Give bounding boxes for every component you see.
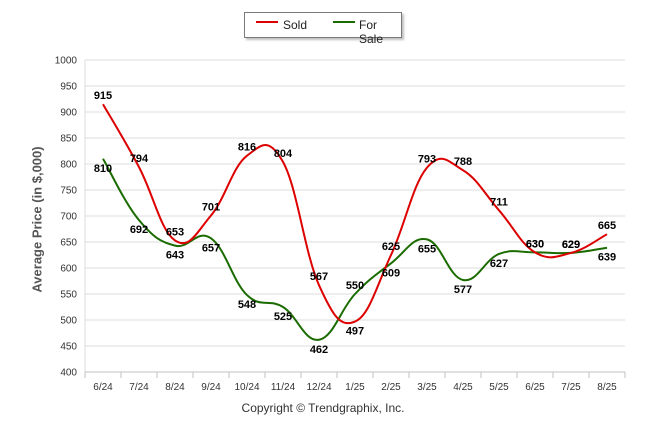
y-tick-label: 550: [60, 290, 77, 301]
x-tick-label: 7/25: [561, 382, 581, 393]
data-label-sold: 915: [94, 90, 112, 102]
data-label-sold: 804: [274, 148, 293, 160]
data-label-sold: 497: [346, 326, 364, 338]
data-label-sold: 653: [166, 226, 184, 238]
data-label-for-sale: 548: [238, 299, 256, 311]
data-label-sold: 816: [238, 142, 256, 154]
legend: Sold For Sale: [244, 12, 402, 46]
x-tick-label: 6/25: [525, 382, 545, 393]
y-tick-label: 450: [60, 342, 77, 353]
data-label-sold: 625: [382, 241, 400, 253]
x-tick-label: 7/24: [129, 382, 149, 393]
data-label-sold: 701: [202, 201, 220, 213]
x-tick-label: 10/24: [234, 382, 259, 393]
y-tick-label: 800: [60, 160, 77, 171]
x-tick-label: 9/24: [201, 382, 221, 393]
x-tick-label: 5/25: [489, 382, 509, 393]
data-label-for-sale: 609: [382, 267, 400, 279]
x-tick-label: 12/24: [306, 382, 331, 393]
data-label-sold: 567: [310, 271, 328, 283]
y-tick-label: 600: [60, 264, 77, 275]
data-label-for-sale: 643: [166, 250, 184, 262]
data-label-for-sale: 462: [310, 344, 328, 356]
x-tick-label: 3/25: [417, 382, 437, 393]
legend-swatch-for-sale: [333, 21, 355, 23]
data-label-for-sale: 525: [274, 311, 292, 323]
series-line-sold: [102, 103, 608, 325]
series-line-for-sale: [102, 158, 608, 341]
copyright-footer: Copyright © Trendgraphix, Inc.: [241, 401, 405, 415]
y-axis-label: Average Price (in $,000): [29, 146, 45, 293]
y-tick-label: 950: [60, 82, 77, 93]
y-tick-label: 650: [60, 238, 77, 249]
data-label-sold: 665: [598, 220, 616, 232]
legend-label-sold: Sold: [283, 18, 308, 32]
data-label-sold: 630: [526, 238, 544, 250]
y-tick-label: 750: [60, 186, 77, 197]
x-tick-label: 4/25: [453, 382, 473, 393]
data-label-sold: 788: [454, 156, 472, 168]
data-label-for-sale: 629: [562, 239, 580, 251]
y-tick-label: 900: [60, 108, 77, 119]
data-label-for-sale: 810: [94, 163, 112, 175]
y-tick-label: 700: [60, 212, 77, 223]
data-label-for-sale: 639: [598, 252, 616, 264]
data-label-sold: 711: [490, 196, 508, 208]
data-label-for-sale: 630: [526, 238, 544, 250]
data-label-sold: 793: [418, 154, 436, 166]
data-label-for-sale: 655: [418, 243, 436, 255]
legend-label-for-sale: For Sale: [359, 18, 384, 46]
data-label-sold: 629: [562, 239, 580, 251]
y-tick-label: 850: [60, 134, 77, 145]
x-tick-label: 11/24: [271, 382, 296, 393]
x-tick-label: 6/24: [93, 382, 113, 393]
data-label-for-sale: 550: [346, 280, 364, 292]
data-label-for-sale: 577: [454, 284, 472, 296]
data-label-for-sale: 627: [490, 258, 508, 270]
legend-swatch-sold: [256, 21, 278, 23]
data-label-for-sale: 657: [202, 242, 220, 254]
x-tick-label: 1/25: [345, 382, 365, 393]
x-tick-label: 8/24: [165, 382, 185, 393]
x-tick-label: 2/25: [381, 382, 401, 393]
y-tick-label: 1000: [55, 56, 78, 67]
y-tick-label: 500: [60, 316, 77, 327]
data-label-sold: 794: [130, 153, 149, 165]
x-tick-label: 8/25: [597, 382, 617, 393]
data-label-for-sale: 692: [130, 224, 148, 236]
y-tick-label: 400: [60, 368, 77, 379]
